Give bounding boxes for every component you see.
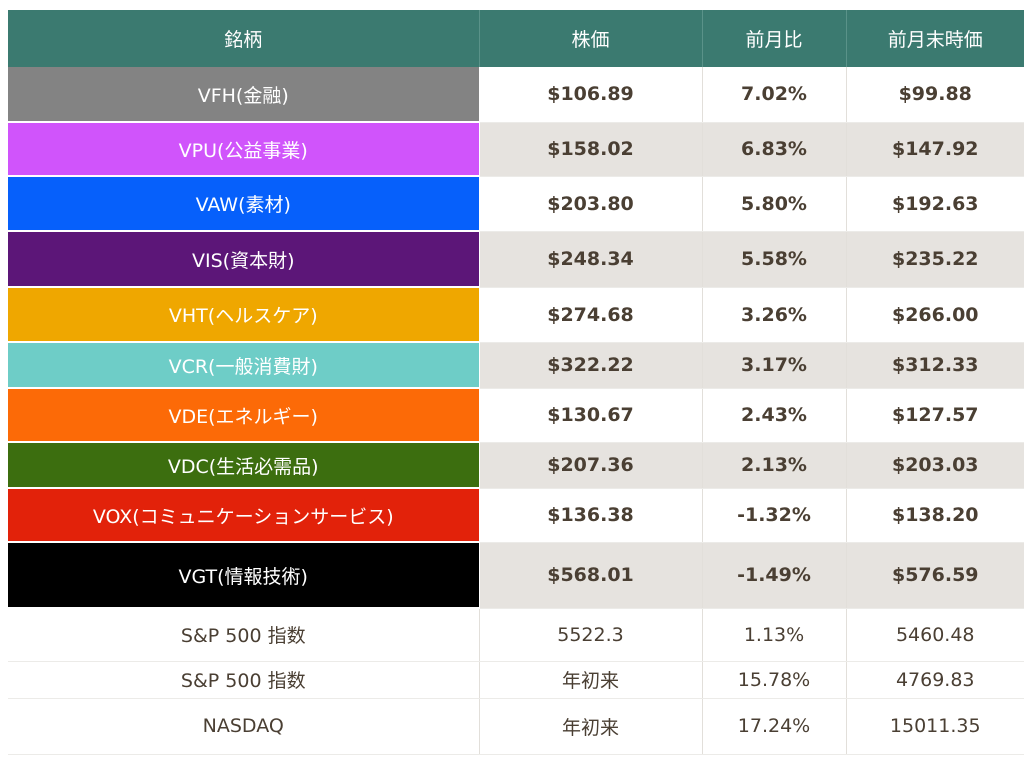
index-name: S&P 500 指数 bbox=[8, 661, 480, 699]
index-change: 1.13% bbox=[702, 608, 847, 662]
index-row: S&P 500 指数 5522.3 1.13% 5460.48 bbox=[8, 608, 1024, 662]
etf-name: VHT(ヘルスケア) bbox=[8, 287, 480, 343]
table-row: VOX(コミュニケーションサービス) $136.38 -1.32% $138.2… bbox=[8, 488, 1024, 543]
header-name: 銘柄 bbox=[8, 10, 480, 67]
etf-price: $274.68 bbox=[479, 287, 703, 343]
index-change: 15.78% bbox=[702, 661, 847, 699]
etf-prev-price: $266.00 bbox=[846, 287, 1024, 343]
header-price: 株価 bbox=[479, 10, 703, 67]
index-name: NASDAQ bbox=[8, 698, 480, 755]
etf-change: 6.83% bbox=[702, 122, 847, 177]
etf-prev-price: $192.63 bbox=[846, 176, 1024, 232]
etf-price: $248.34 bbox=[479, 231, 703, 288]
etf-change: 3.17% bbox=[702, 342, 847, 389]
etf-name: VCR(一般消費財) bbox=[8, 342, 480, 389]
header-prev-price: 前月末時価 bbox=[846, 10, 1024, 67]
etf-change: 3.26% bbox=[702, 287, 847, 343]
table-row: VDE(エネルギー) $130.67 2.43% $127.57 bbox=[8, 388, 1024, 443]
etf-change: 5.80% bbox=[702, 176, 847, 232]
etf-name: VGT(情報技術) bbox=[8, 542, 480, 609]
etf-name: VPU(公益事業) bbox=[8, 122, 480, 177]
etf-name: VDC(生活必需品) bbox=[8, 442, 480, 489]
index-prev-price: 4769.83 bbox=[846, 661, 1024, 699]
etf-change: -1.32% bbox=[702, 488, 847, 543]
etf-name: VFH(金融) bbox=[8, 67, 480, 123]
header-change: 前月比 bbox=[702, 10, 847, 67]
table-row: VGT(情報技術) $568.01 -1.49% $576.59 bbox=[8, 542, 1024, 609]
sector-etf-table: 銘柄 株価 前月比 前月末時価 VFH(金融) $106.89 7.02% $9… bbox=[8, 10, 1024, 755]
etf-prev-price: $138.20 bbox=[846, 488, 1024, 543]
table-row: VCR(一般消費財) $322.22 3.17% $312.33 bbox=[8, 342, 1024, 389]
index-row: NASDAQ 年初来 17.24% 15011.35 bbox=[8, 698, 1024, 755]
table-row: VDC(生活必需品) $207.36 2.13% $203.03 bbox=[8, 442, 1024, 489]
etf-price: $203.80 bbox=[479, 176, 703, 232]
etf-price: $106.89 bbox=[479, 67, 703, 123]
etf-prev-price: $312.33 bbox=[846, 342, 1024, 389]
etf-change: 7.02% bbox=[702, 67, 847, 123]
table-row: VFH(金融) $106.89 7.02% $99.88 bbox=[8, 67, 1024, 123]
etf-price: $322.22 bbox=[479, 342, 703, 389]
etf-price: $568.01 bbox=[479, 542, 703, 609]
etf-prev-price: $127.57 bbox=[846, 388, 1024, 443]
header-row: 銘柄 株価 前月比 前月末時価 bbox=[8, 10, 1024, 67]
index-name: S&P 500 指数 bbox=[8, 608, 480, 662]
index-row: S&P 500 指数 年初来 15.78% 4769.83 bbox=[8, 661, 1024, 699]
etf-name: VOX(コミュニケーションサービス) bbox=[8, 488, 480, 543]
table-row: VHT(ヘルスケア) $274.68 3.26% $266.00 bbox=[8, 287, 1024, 343]
index-period: 年初来 bbox=[479, 661, 703, 699]
etf-name: VAW(素材) bbox=[8, 176, 480, 232]
etf-name: VIS(資本財) bbox=[8, 231, 480, 288]
etf-price: $130.67 bbox=[479, 388, 703, 443]
etf-price: $158.02 bbox=[479, 122, 703, 177]
index-price: 5522.3 bbox=[479, 608, 703, 662]
etf-price: $207.36 bbox=[479, 442, 703, 489]
index-change: 17.24% bbox=[702, 698, 847, 755]
index-prev-price: 15011.35 bbox=[846, 698, 1024, 755]
etf-prev-price: $235.22 bbox=[846, 231, 1024, 288]
etf-prev-price: $576.59 bbox=[846, 542, 1024, 609]
etf-change: -1.49% bbox=[702, 542, 847, 609]
etf-change: 2.13% bbox=[702, 442, 847, 489]
etf-prev-price: $203.03 bbox=[846, 442, 1024, 489]
table-row: VAW(素材) $203.80 5.80% $192.63 bbox=[8, 176, 1024, 232]
etf-prev-price: $147.92 bbox=[846, 122, 1024, 177]
etf-change: 5.58% bbox=[702, 231, 847, 288]
index-prev-price: 5460.48 bbox=[846, 608, 1024, 662]
etf-price: $136.38 bbox=[479, 488, 703, 543]
table-row: VPU(公益事業) $158.02 6.83% $147.92 bbox=[8, 122, 1024, 177]
etf-prev-price: $99.88 bbox=[846, 67, 1024, 123]
table-row: VIS(資本財) $248.34 5.58% $235.22 bbox=[8, 231, 1024, 288]
etf-change: 2.43% bbox=[702, 388, 847, 443]
etf-name: VDE(エネルギー) bbox=[8, 388, 480, 443]
index-period: 年初来 bbox=[479, 698, 703, 755]
